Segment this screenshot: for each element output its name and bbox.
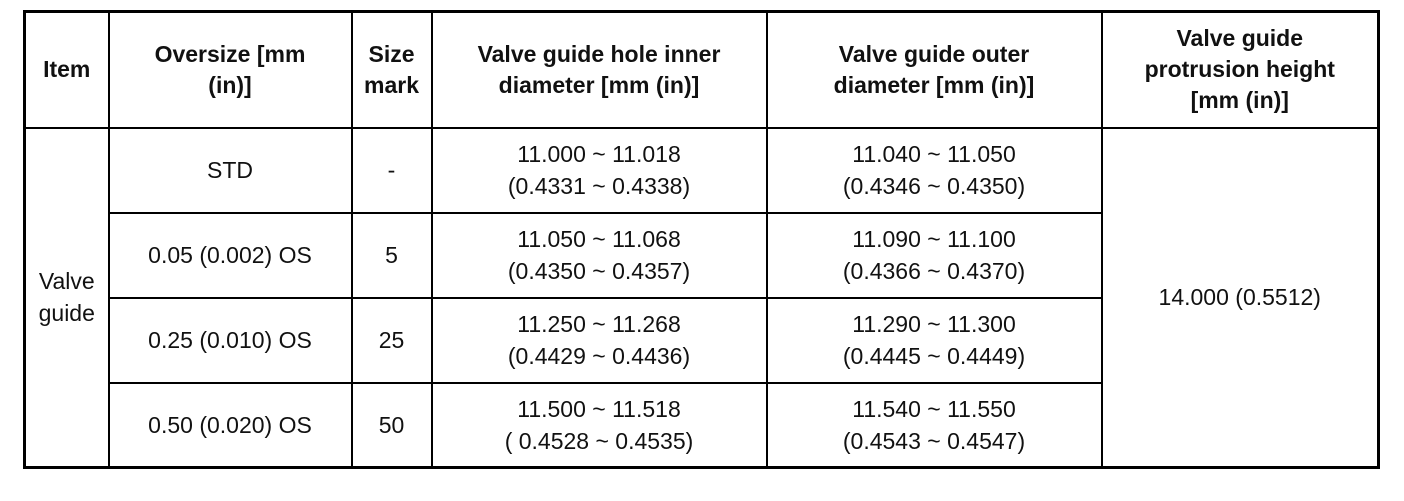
inner-diameter-cell: 11.250 ~ 11.268 (0.4429 ~ 0.4436) (430, 296, 768, 384)
outer-diameter-cell: 11.290 ~ 11.300 (0.4445 ~ 0.4449) (765, 296, 1103, 384)
valve-guide-spec-table: Item Oversize [mm (in)] Size mark Valve … (23, 10, 1380, 469)
outer-diameter-cell: 11.090 ~ 11.100 (0.4366 ~ 0.4370) (765, 211, 1103, 299)
inner-diameter-cell: 11.500 ~ 11.518 ( 0.4528 ~ 0.4535) (430, 381, 768, 469)
item-cell: Valve guide (23, 126, 110, 469)
header-row: Item Oversize [mm (in)] Size mark Valve … (23, 10, 1380, 129)
oversize-cell: 0.05 (0.002) OS (107, 211, 353, 299)
size-mark-cell: 5 (350, 211, 433, 299)
table-row: 0.05 (0.002) OS 5 11.050 ~ 11.068 (0.435… (25, 211, 1379, 299)
oversize-cell: 0.25 (0.010) OS (107, 296, 353, 384)
inner-diameter-cell: 11.000 ~ 11.018 (0.4331 ~ 0.4338) (430, 126, 768, 214)
col-header-protrusion-height: Valve guide protrusion height [mm (in)] (1100, 10, 1380, 129)
col-header-oversize: Oversize [mm (in)] (107, 10, 353, 129)
col-header-outer-diameter: Valve guide outer diameter [mm (in)] (765, 10, 1103, 129)
size-mark-cell: 50 (350, 381, 433, 469)
protrusion-height-cell: 14.000 (0.5512) (1100, 126, 1380, 469)
table-row: 0.25 (0.010) OS 25 11.250 ~ 11.268 (0.44… (25, 296, 1379, 384)
oversize-cell: STD (107, 126, 353, 214)
outer-diameter-cell: 11.540 ~ 11.550 (0.4543 ~ 0.4547) (765, 381, 1103, 469)
size-mark-cell: 25 (350, 296, 433, 384)
col-header-item: Item (23, 10, 110, 129)
size-mark-cell: - (350, 126, 433, 214)
table-row: Valve guide STD - 11.000 ~ 11.018 (0.433… (23, 126, 1380, 469)
table-row: 0.50 (0.020) OS 50 11.500 ~ 11.518 ( 0.4… (25, 381, 1379, 469)
outer-diameter-cell: 11.040 ~ 11.050 (0.4346 ~ 0.4350) (765, 126, 1103, 214)
inner-diameter-cell: 11.050 ~ 11.068 (0.4350 ~ 0.4357) (430, 211, 768, 299)
col-header-size-mark: Size mark (350, 10, 433, 129)
oversize-cell: 0.50 (0.020) OS (107, 381, 353, 469)
col-header-inner-diameter: Valve guide hole inner diameter [mm (in)… (430, 10, 768, 129)
